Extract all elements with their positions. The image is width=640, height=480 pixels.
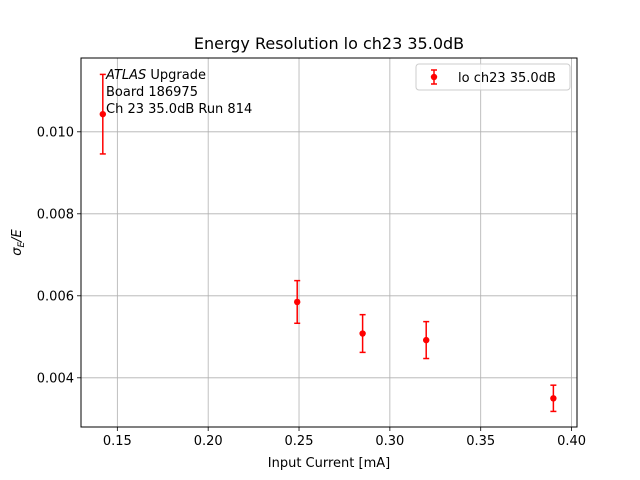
annotation-atlas: ATLAS (105, 68, 146, 83)
data-point (550, 395, 557, 402)
legend: lo ch23 35.0dB (415, 63, 571, 91)
y-tick-label: 0.010 (37, 125, 74, 140)
y-axis-label-tail: /E (10, 228, 25, 242)
annotation-board: Board 186975 (106, 85, 198, 100)
annotation-atlas-line: ATLAS Upgrade (105, 68, 206, 83)
axes-frame (80, 57, 578, 428)
legend-point (430, 73, 438, 81)
x-tick-label: 0.40 (557, 434, 586, 449)
grid (81, 58, 577, 427)
data-point (359, 330, 366, 337)
y-tick-label: 0.006 (37, 289, 74, 304)
legend-box (415, 63, 571, 91)
x-tick-label: 0.25 (285, 434, 314, 449)
legend-marker (430, 69, 438, 85)
ticks: 0.15 0.20 0.25 0.30 0.35 0.40 0.004 0.006 0.008 0… (37, 125, 586, 449)
x-tick-label: 0.15 (103, 434, 132, 449)
data-point (294, 298, 301, 306)
y-axis-label-sigma: σ (10, 247, 25, 256)
chart-title: Energy Resolution lo ch23 35.0dB (194, 34, 464, 53)
legend-label: lo ch23 35.0dB (458, 71, 556, 86)
x-tick-label: 0.30 (375, 434, 404, 449)
y-tick-label: 0.004 (37, 371, 74, 386)
atlas-annotation: ATLAS Upgrade Board 186975 Ch 23 35.0dB … (105, 68, 252, 117)
annotation-upgrade: Upgrade (146, 68, 206, 83)
series-layer (99, 73, 557, 413)
data-point (423, 336, 430, 344)
y-axis-label-sub: E (17, 242, 27, 248)
y-axis-label: σE/E (10, 228, 27, 255)
y-tick-label: 0.008 (37, 207, 74, 222)
x-axis-label: Input Current [mA] (268, 456, 390, 471)
x-tick-label: 0.20 (194, 434, 223, 449)
data-point (99, 110, 107, 118)
annotation-channel-run: Ch 23 35.0dB Run 814 (106, 102, 252, 117)
x-tick-label: 0.35 (466, 434, 495, 449)
